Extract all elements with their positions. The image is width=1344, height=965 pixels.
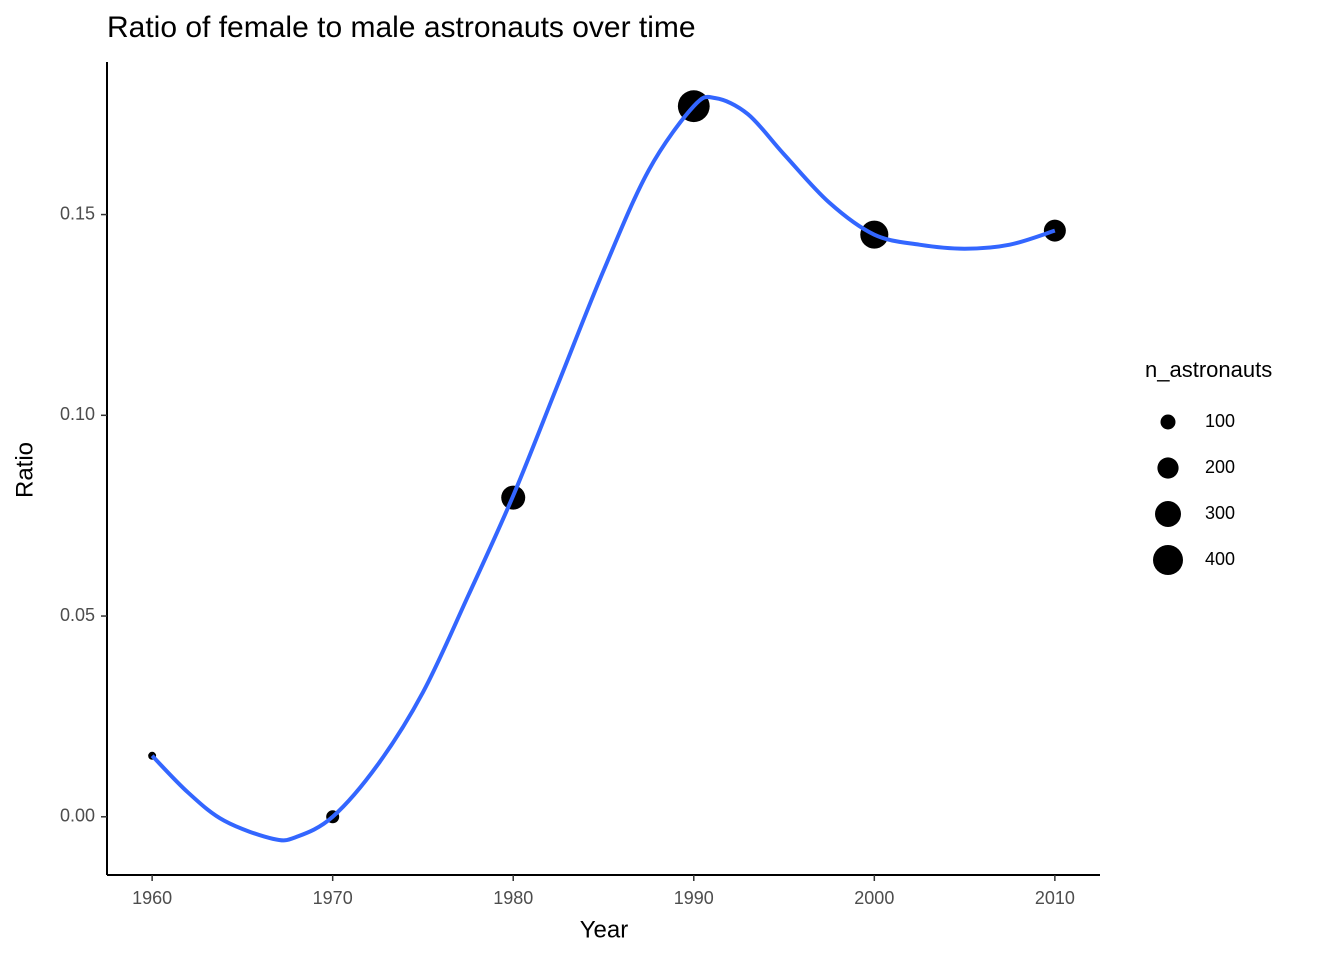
x-tick-label: 1960	[132, 888, 172, 908]
legend-key	[1155, 501, 1181, 527]
y-tick-label: 0.00	[60, 806, 95, 826]
legend-label: 100	[1205, 411, 1235, 431]
y-tick-label: 0.10	[60, 404, 95, 424]
legend-label: 400	[1205, 549, 1235, 569]
x-axis-title: Year	[580, 916, 629, 943]
legend-key	[1160, 414, 1176, 430]
x-tick-label: 1980	[493, 888, 533, 908]
legend-label: 300	[1205, 503, 1235, 523]
legend-title: n_astronauts	[1145, 357, 1272, 382]
y-axis-title: Ratio	[11, 442, 38, 498]
x-tick-label: 1990	[674, 888, 714, 908]
x-tick-label: 1970	[313, 888, 353, 908]
smooth-line	[150, 94, 1056, 843]
chart-title: Ratio of female to male astronauts over …	[107, 11, 696, 44]
x-tick-label: 2000	[854, 888, 894, 908]
y-tick-label: 0.15	[60, 203, 95, 223]
legend-label: 200	[1205, 457, 1235, 477]
legend-key	[1157, 457, 1179, 479]
y-tick-label: 0.05	[60, 605, 95, 625]
x-tick-label: 2010	[1035, 888, 1075, 908]
legend-key	[1153, 545, 1183, 575]
